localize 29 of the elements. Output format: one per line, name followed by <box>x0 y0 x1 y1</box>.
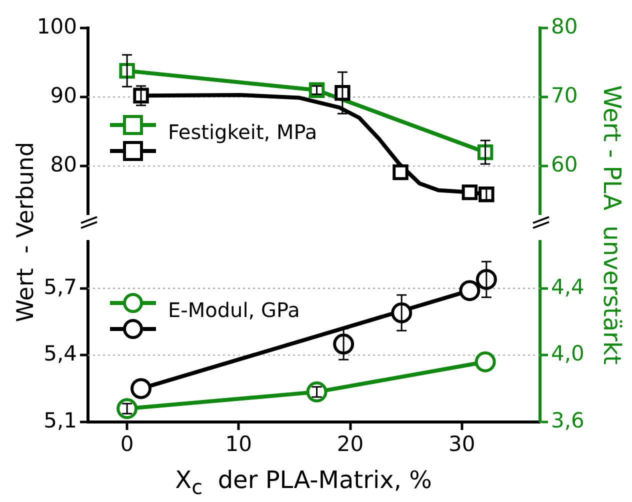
y2-tick-label: 60 <box>551 152 578 177</box>
point <box>130 378 152 400</box>
y2-tick-label: 4,4 <box>551 274 584 299</box>
point <box>459 280 480 302</box>
x-tick-label: 30 <box>448 432 476 456</box>
x-tick-label: 20 <box>336 432 364 456</box>
legend-title: Festigkeit, MPa <box>168 120 318 144</box>
y2-tick-label: 80 <box>551 14 578 38</box>
y-tick-label: 80 <box>50 152 77 177</box>
x-axis-title: X$_{c}$ der PLA-Matrix, % <box>174 466 433 499</box>
y2-axis-title: Wert - PLA unverstärkt <box>598 85 626 365</box>
y2-tick-label: 4,0 <box>551 342 584 366</box>
y-tick-label: 100 <box>36 14 77 38</box>
x-tick-label: 0 <box>120 432 134 456</box>
y2-tick-label: 70 <box>551 83 578 108</box>
point <box>116 398 138 420</box>
y-tick-label: 5,1 <box>44 408 77 432</box>
y-tick-label: 90 <box>50 83 77 108</box>
point <box>462 184 478 200</box>
point <box>474 351 496 372</box>
point <box>306 381 328 402</box>
y-tick-label: 5,4 <box>44 342 77 366</box>
y-axis-title: Wert - Verbund <box>13 142 39 322</box>
legend-title: E-Modul, GPa <box>168 298 300 322</box>
point <box>392 164 408 180</box>
point <box>308 82 325 98</box>
x-tick-label: 10 <box>225 432 252 456</box>
y2-tick-label: 3,6 <box>551 408 584 432</box>
y-tick-label: 5,7 <box>44 274 77 299</box>
